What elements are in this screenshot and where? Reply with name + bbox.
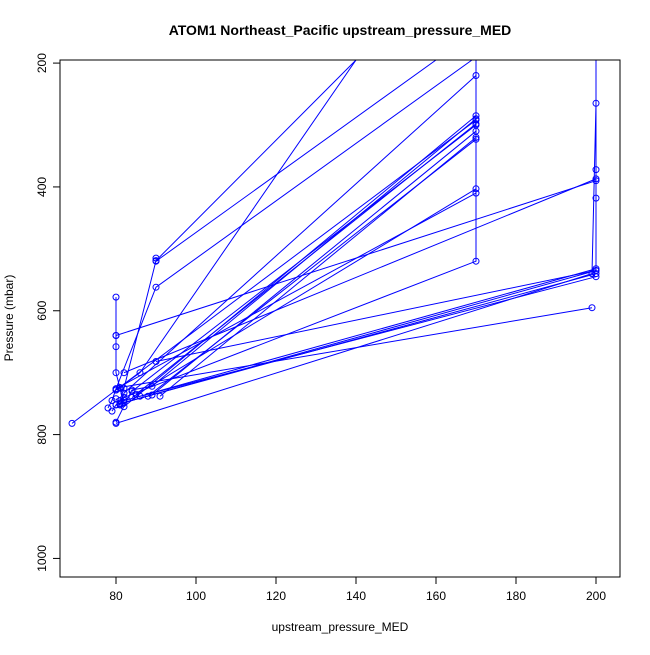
data-point-2-2	[108, 397, 116, 404]
data-point-3-1	[108, 407, 116, 415]
data-point-22-3	[592, 194, 600, 202]
x-tick-label: 80	[109, 589, 123, 603]
data-point-23-2	[472, 112, 480, 120]
data-point-13-2	[472, 133, 480, 141]
y-tick-label: 800	[35, 424, 49, 444]
data-point-25-1	[112, 386, 120, 394]
data-point-14-1	[112, 332, 120, 339]
data-point-5-4	[472, 257, 480, 265]
profile-line-17	[131, 188, 477, 398]
x-tick-label: 180	[506, 589, 526, 603]
data-point-6-1	[112, 293, 120, 301]
data-point-18-2	[472, 189, 480, 197]
profile-line-20	[115, 103, 597, 424]
data-layer	[68, 60, 600, 427]
data-point-13-1	[156, 392, 164, 400]
data-point-3-4	[120, 384, 128, 392]
data-point-22-4	[592, 166, 600, 174]
profile-line-25	[115, 119, 477, 391]
data-point-1-1	[68, 419, 76, 427]
y-tick-label: 200	[35, 53, 49, 73]
profile-line-13	[159, 137, 477, 397]
x-tick-label: 120	[266, 589, 286, 603]
plot-frame	[59, 59, 621, 578]
data-point-12-1	[152, 358, 160, 365]
data-point-11-2	[152, 257, 160, 265]
profile-line-22	[139, 60, 597, 397]
data-point-24-2	[592, 267, 600, 274]
data-point-20-1	[112, 419, 120, 427]
profile-line-21	[135, 60, 477, 395]
profile-line-18	[115, 192, 477, 390]
y-tick-label: 400	[35, 177, 49, 197]
y-tick-label: 600	[35, 300, 49, 320]
data-point-6-3	[112, 343, 120, 351]
data-point-25-2	[472, 116, 480, 124]
x-tick-label: 200	[586, 589, 606, 603]
y-axis-title: Pressure (mbar)	[2, 275, 16, 362]
x-tick-label: 100	[186, 589, 206, 603]
data-point-2-4	[152, 283, 160, 291]
data-point-17-2	[472, 185, 480, 193]
y-tick-label: 1000	[35, 545, 49, 572]
x-axis-title: upstream_pressure_MED	[272, 620, 409, 634]
data-point-19-2	[588, 304, 596, 312]
data-point-7-2	[120, 389, 128, 397]
profile-line-24	[115, 270, 597, 406]
x-tick-label: 160	[426, 589, 446, 603]
data-point-11-1	[152, 254, 160, 262]
chart-title: ATOM1 Northeast_Pacific upstream_pressur…	[169, 22, 512, 38]
data-point-21-2	[472, 120, 480, 128]
x-tick-label: 140	[346, 589, 366, 603]
data-point-8-1	[120, 369, 128, 377]
data-point-10-1	[144, 392, 152, 400]
data-point-23-1	[120, 403, 128, 411]
data-point-24-1	[112, 401, 120, 409]
data-point-6-4	[112, 369, 120, 377]
